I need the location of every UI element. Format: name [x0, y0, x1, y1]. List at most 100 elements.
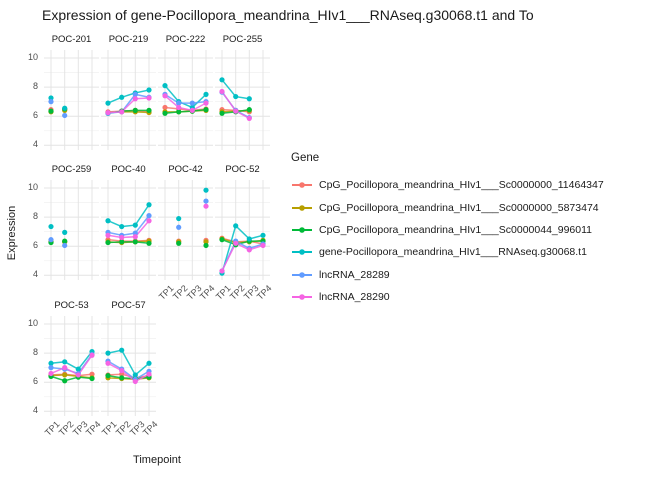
data-point	[119, 347, 125, 353]
data-point	[146, 87, 152, 93]
y-tick-label: 4	[32, 139, 38, 150]
data-point	[176, 109, 182, 115]
data-point	[203, 203, 209, 209]
y-tick-label: 8	[32, 81, 38, 92]
facet-panel-POC-53	[44, 316, 99, 416]
data-point	[48, 360, 54, 366]
facet-panel-POC-222	[158, 50, 213, 150]
data-point	[176, 100, 182, 106]
data-point	[246, 96, 252, 102]
series-line	[107, 241, 150, 245]
data-point	[146, 218, 152, 224]
data-point	[105, 360, 111, 366]
chart-title: Expression of gene-Pocillopora_meandrina…	[42, 7, 534, 23]
facet-strip-label: POC-219	[108, 34, 149, 45]
data-point	[48, 365, 54, 371]
facet-strip-label: POC-222	[165, 34, 206, 45]
data-point	[119, 371, 125, 377]
data-point	[89, 375, 95, 382]
legend-entry: CpG_Pocillopora_meandrina_HIv1___Sc00000…	[291, 219, 604, 241]
series-line	[50, 354, 93, 376]
y-tick-label: 8	[32, 347, 38, 358]
series-line	[50, 375, 93, 382]
data-point	[62, 112, 68, 119]
legend: Gene CpG_Pocillopora_meandrina_HIv1___Sc…	[291, 152, 604, 308]
y-tick-label: 6	[32, 240, 38, 251]
legend-key-icon	[292, 227, 312, 233]
data-point	[260, 242, 266, 249]
facet-panel-POC-259	[44, 180, 99, 280]
legend-label: CpG_Pocillopora_meandrina_HIv1___Sc00000…	[319, 179, 604, 192]
data-point	[132, 234, 138, 240]
data-point	[62, 365, 68, 371]
series-line	[50, 351, 93, 371]
facet-strip-label: POC-53	[54, 300, 89, 311]
y-tick-label: 6	[32, 376, 38, 387]
facet-strip-label: POC-201	[51, 34, 92, 45]
data-point	[105, 350, 111, 356]
y-tick-label: 8	[32, 211, 38, 222]
series-line	[221, 238, 263, 246]
facet-panel-POC-42	[158, 180, 213, 280]
facet-strip-label: POC-57	[111, 300, 146, 311]
facet-panel-POC-57	[101, 316, 156, 416]
data-point	[219, 237, 225, 243]
series-line	[107, 204, 150, 228]
data-point	[105, 239, 111, 246]
data-point	[48, 95, 54, 101]
legend-entry: lncRNA_28289	[291, 264, 604, 286]
data-point	[146, 213, 152, 219]
data-point	[132, 96, 138, 102]
data-point	[246, 247, 252, 253]
data-point	[119, 239, 125, 245]
data-point	[75, 366, 81, 372]
data-point	[62, 105, 68, 111]
data-point	[203, 242, 209, 249]
data-point	[105, 232, 111, 238]
data-point	[62, 372, 68, 378]
series-line	[107, 362, 150, 383]
data-point	[246, 236, 252, 242]
data-point	[203, 107, 209, 113]
data-point	[132, 230, 138, 236]
data-point	[176, 215, 182, 222]
legend-entry: CpG_Pocillopora_meandrina_HIv1___Sc00000…	[291, 196, 604, 218]
data-point	[146, 240, 152, 246]
data-point	[105, 109, 111, 116]
facet-panel-POC-52	[215, 180, 270, 280]
legend-key-icon	[292, 294, 312, 300]
legend-label: CpG_Pocillopora_meandrina_HIv1___Sc00000…	[319, 201, 599, 214]
data-point	[75, 372, 81, 378]
data-point	[203, 187, 209, 193]
data-point	[219, 77, 225, 83]
series-line	[107, 215, 150, 237]
data-point	[105, 373, 111, 379]
data-point	[119, 94, 125, 100]
series-line	[107, 360, 150, 381]
data-point	[132, 107, 138, 113]
data-point	[146, 371, 152, 377]
series-line	[107, 97, 150, 114]
legend-key-icon	[292, 182, 312, 188]
data-point	[246, 115, 252, 121]
data-point	[203, 91, 209, 97]
x-axis-title: Timepoint	[133, 454, 181, 466]
data-point	[162, 83, 168, 89]
legend-entry: gene-Pocillopora_meandrina_HIv1___RNAseq…	[291, 241, 604, 263]
series-line	[221, 224, 264, 274]
data-point	[233, 93, 239, 100]
y-tick-label: 10	[27, 182, 38, 192]
data-point	[219, 88, 225, 95]
data-point	[233, 223, 239, 229]
data-point	[132, 378, 138, 385]
y-tick-label: 6	[32, 110, 38, 121]
series-line	[164, 95, 207, 112]
data-point	[233, 240, 239, 246]
data-point	[119, 367, 125, 374]
series-line	[107, 220, 150, 239]
legend-key-icon	[292, 249, 312, 256]
facet-strip-label: POC-255	[222, 34, 263, 45]
data-point	[62, 238, 68, 244]
data-point	[89, 371, 95, 377]
